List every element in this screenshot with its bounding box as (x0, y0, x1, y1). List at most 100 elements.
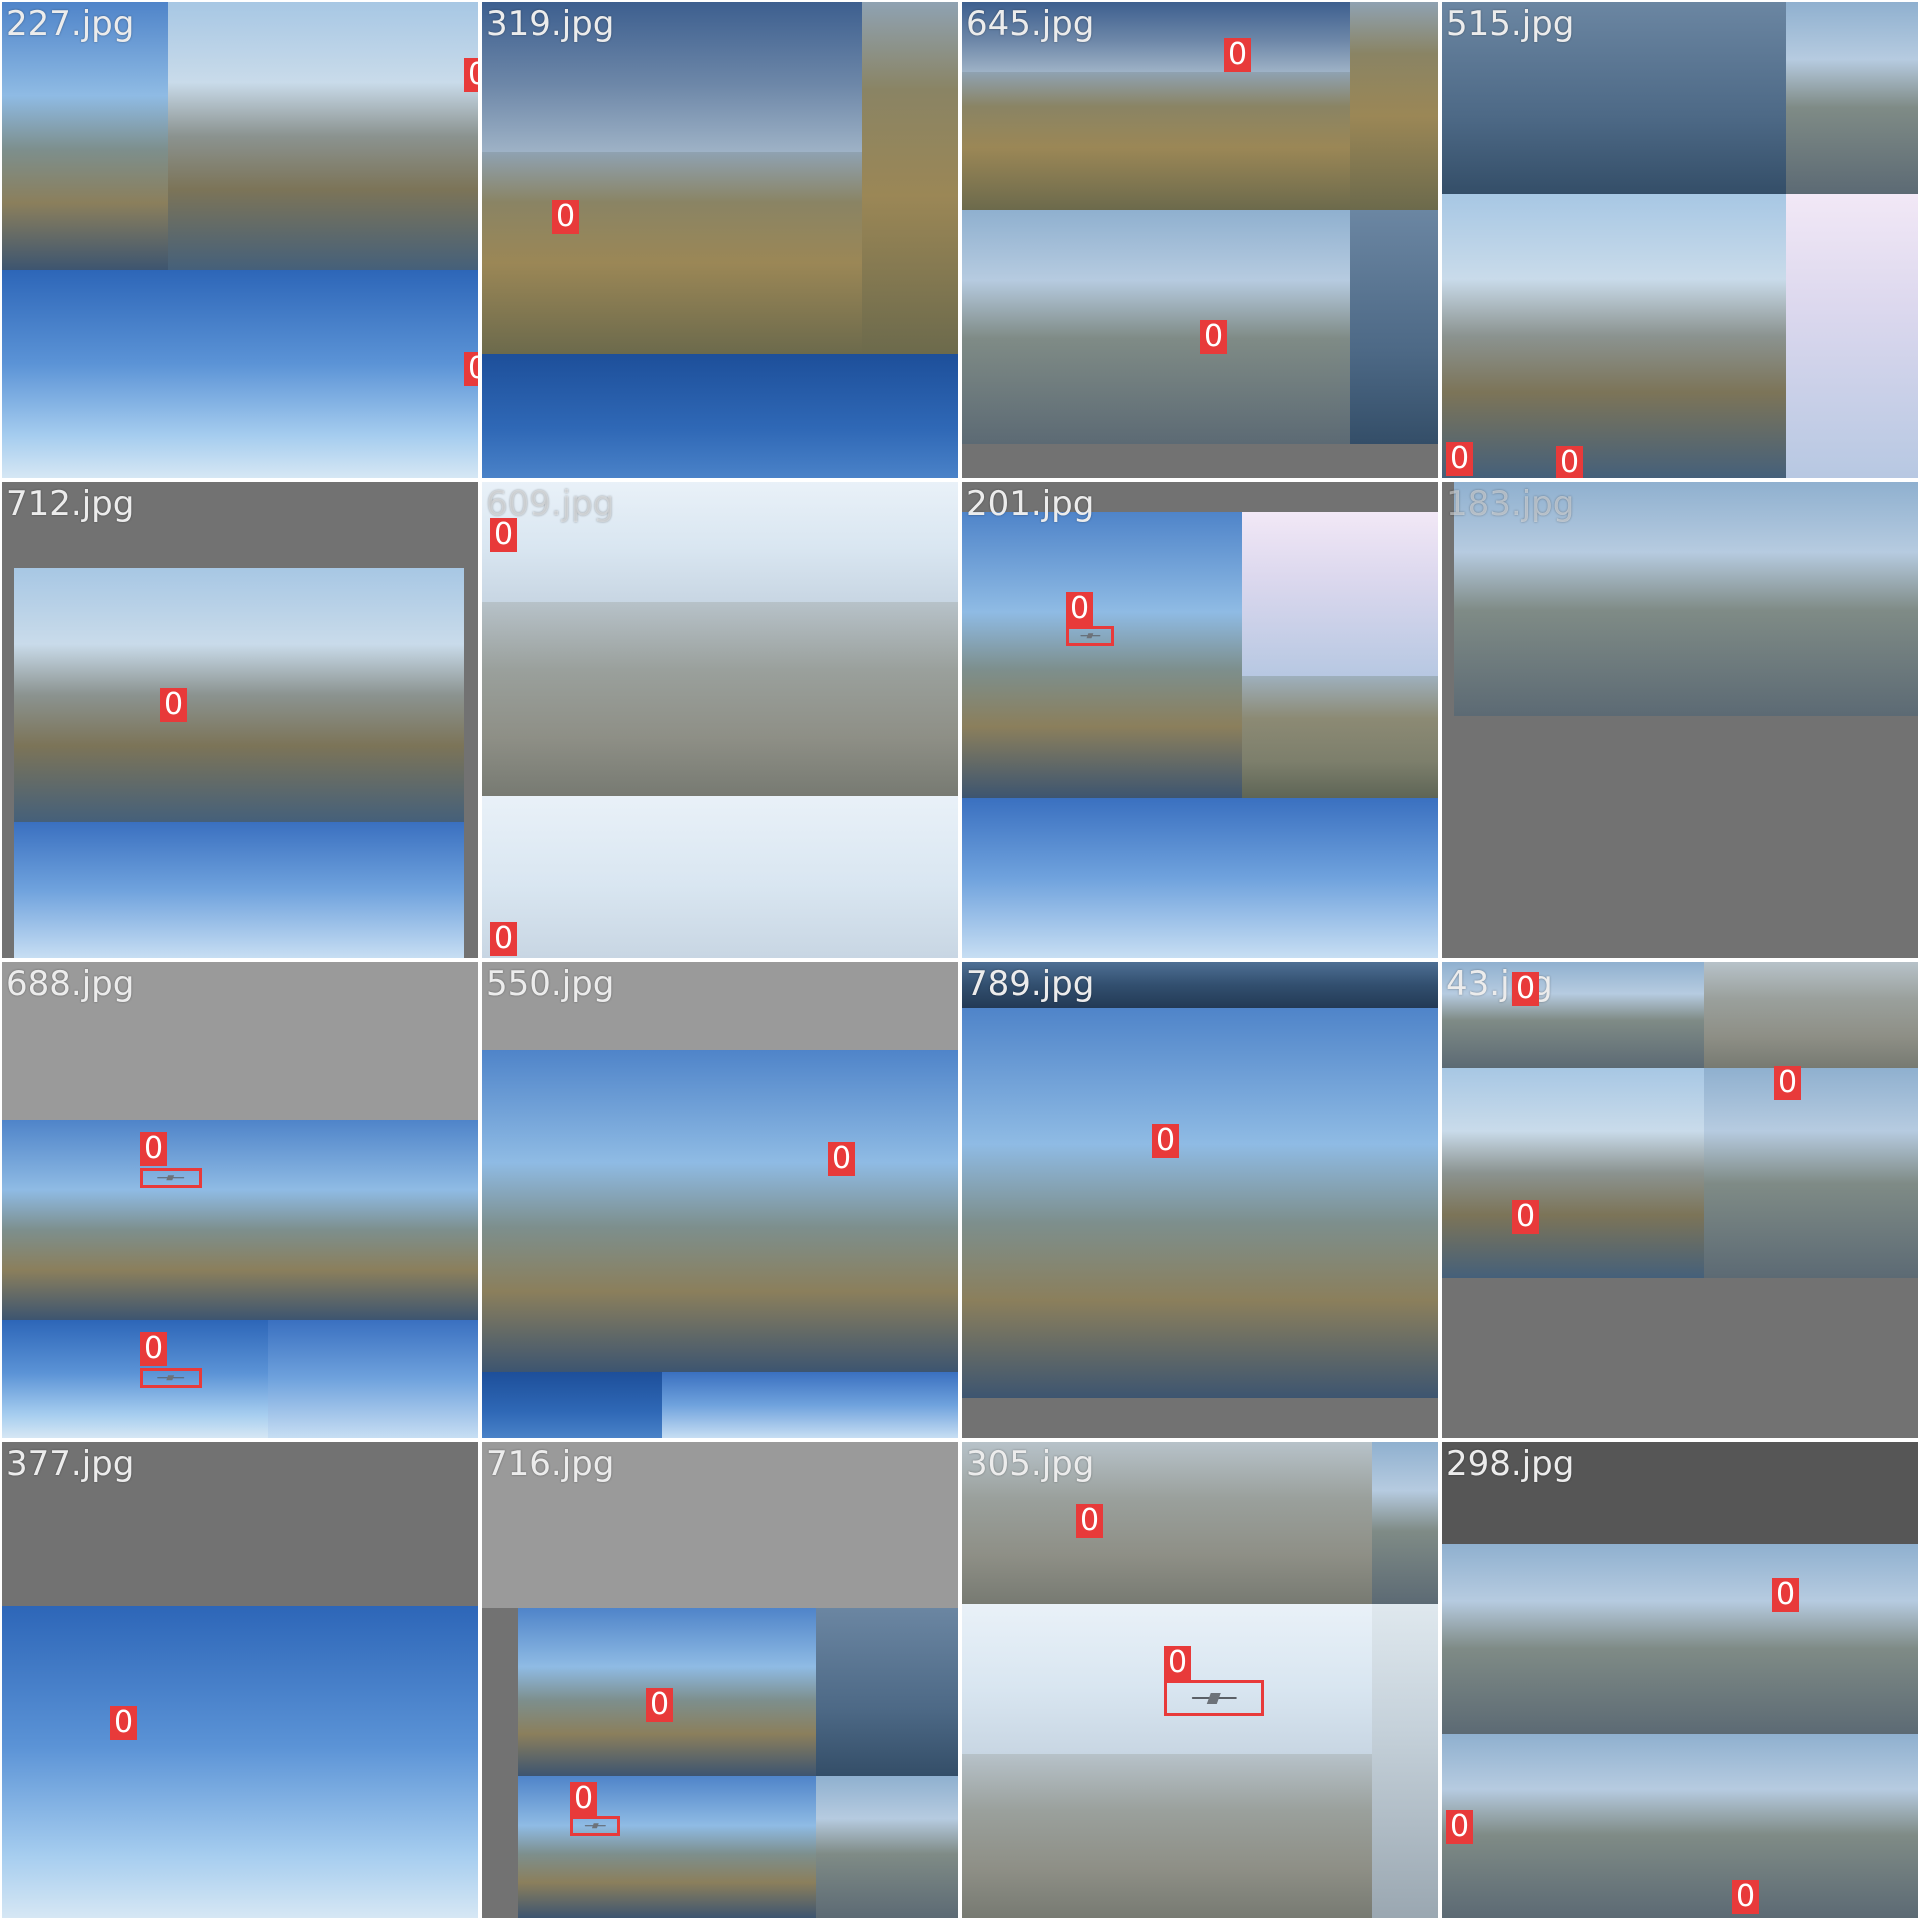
tile-227: 227.jpg 0 0 (2, 2, 478, 478)
image-patch (962, 1754, 1372, 1918)
image-patch (962, 1008, 1438, 1398)
image-patch (1704, 962, 1918, 1068)
tile-377: 377.jpg 0 (2, 1442, 478, 1918)
image-patch (1442, 2, 1786, 194)
image-patch (962, 512, 1242, 798)
tile-filename: 609.jpg (486, 484, 615, 524)
tile-filename: 688.jpg (6, 964, 135, 1004)
image-patch (168, 270, 478, 478)
image-patch (1442, 1544, 1576, 1734)
image-patch (482, 1442, 958, 1608)
detection-label: 0 (1152, 1124, 1180, 1158)
detection-label: 0 (1512, 972, 1540, 1006)
image-patch (816, 1608, 958, 1776)
detection-label: 0 (464, 352, 478, 386)
image-patch (962, 962, 1438, 1008)
detection-box (1066, 626, 1114, 646)
image-patch (1786, 194, 1918, 478)
detection-box (1164, 1680, 1264, 1716)
image-patch (962, 210, 1350, 444)
detection-label: 0 (464, 58, 478, 92)
image-patch (2, 962, 478, 1120)
tile-filename: 712.jpg (6, 484, 135, 524)
image-patch (962, 798, 1438, 958)
tile-298: 298.jpg 0 0 0 (1442, 1442, 1918, 1918)
tile-201: 201.jpg 0 (962, 482, 1438, 958)
image-patch (1704, 1068, 1918, 1278)
tile-183: 183.jpg (1442, 482, 1918, 958)
tile-550: 550.jpg 0 (482, 962, 958, 1438)
image-patch (962, 444, 1438, 478)
image-patch (662, 1372, 958, 1438)
tile-filename: 550.jpg (486, 964, 615, 1004)
image-patch (2, 2, 168, 270)
detection-label: 0 (646, 1688, 674, 1722)
image-patch (962, 1442, 1372, 1604)
aircraft-shape (1077, 633, 1102, 639)
image-patch (1442, 194, 1786, 478)
tile-688: 688.jpg 0 0 (2, 962, 478, 1438)
detection-label: 0 (490, 922, 518, 956)
image-patch (1350, 2, 1438, 210)
image-patch (268, 1320, 478, 1438)
detection-label: 0 (1774, 1066, 1802, 1100)
image-patch (1442, 1442, 1918, 1544)
tile-filename: 716.jpg (486, 1444, 615, 1484)
image-patch (2, 270, 168, 478)
tile-filename: 298.jpg (1446, 1444, 1575, 1484)
image-patch (14, 822, 464, 958)
tile-609: 609.jpg 0 0 (482, 482, 958, 958)
image-patch (962, 482, 1438, 512)
image-patch (2, 1606, 478, 1918)
detection-label: 0 (1164, 1646, 1192, 1680)
image-patch (862, 2, 958, 354)
detection-label: 0 (552, 200, 580, 234)
detection-label: 0 (1512, 1200, 1540, 1234)
image-patch (1442, 962, 1704, 1068)
image-patch (14, 568, 464, 822)
tile-filename: 789.jpg (966, 964, 1095, 1004)
image-patch (962, 1398, 1438, 1438)
detection-label: 0 (828, 1142, 856, 1176)
tile-645: 645.jpg 0 0 (962, 2, 1438, 478)
detection-label: 0 (1446, 442, 1474, 476)
tile-319: 319.jpg 0 (482, 2, 958, 478)
tile-filename: 305.jpg (966, 1444, 1095, 1484)
image-patch (962, 72, 1350, 210)
detection-label: 0 (1446, 1810, 1474, 1844)
tile-712: 712.jpg 0 (2, 482, 478, 958)
tile-filename: 183.jpg (1446, 484, 1575, 524)
image-patch (1350, 210, 1438, 444)
tile-716: 716.jpg 0 0 (482, 1442, 958, 1918)
image-patch (482, 796, 958, 958)
tile-filename: 515.jpg (1446, 4, 1575, 44)
detection-label: 0 (1200, 320, 1228, 354)
image-patch (1576, 1544, 1918, 1734)
image-patch (1372, 1442, 1438, 1604)
detection-label: 0 (160, 688, 188, 722)
detection-label: 0 (570, 1782, 598, 1816)
aircraft-shape (1186, 1692, 1242, 1704)
detection-label: 0 (1732, 1880, 1760, 1914)
tile-filename: 227.jpg (6, 4, 135, 44)
tile-filename: 201.jpg (966, 484, 1095, 524)
detection-label: 0 (140, 1332, 168, 1366)
image-patch (518, 1776, 816, 1918)
image-patch (482, 1372, 662, 1438)
image-patch (168, 2, 478, 270)
image-patch (2, 1320, 268, 1438)
image-patch (662, 1050, 958, 1372)
image-patch (2, 1120, 268, 1320)
detection-box (140, 1368, 202, 1388)
aircraft-shape (154, 1375, 188, 1381)
image-patch (1372, 1604, 1438, 1918)
image-patch (482, 482, 958, 602)
image-patch (1454, 482, 1918, 716)
detection-label: 0 (490, 518, 518, 552)
detection-box (570, 1816, 620, 1836)
tile-43: 43.jpg 0 0 0 (1442, 962, 1918, 1438)
image-patch (482, 152, 862, 354)
tile-515: 515.jpg 0 0 (1442, 2, 1918, 478)
image-patch (816, 1776, 958, 1918)
